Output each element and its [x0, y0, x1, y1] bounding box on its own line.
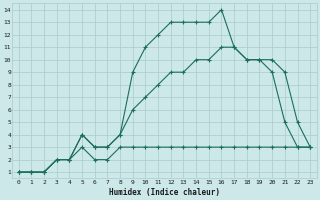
X-axis label: Humidex (Indice chaleur): Humidex (Indice chaleur) — [109, 188, 220, 197]
